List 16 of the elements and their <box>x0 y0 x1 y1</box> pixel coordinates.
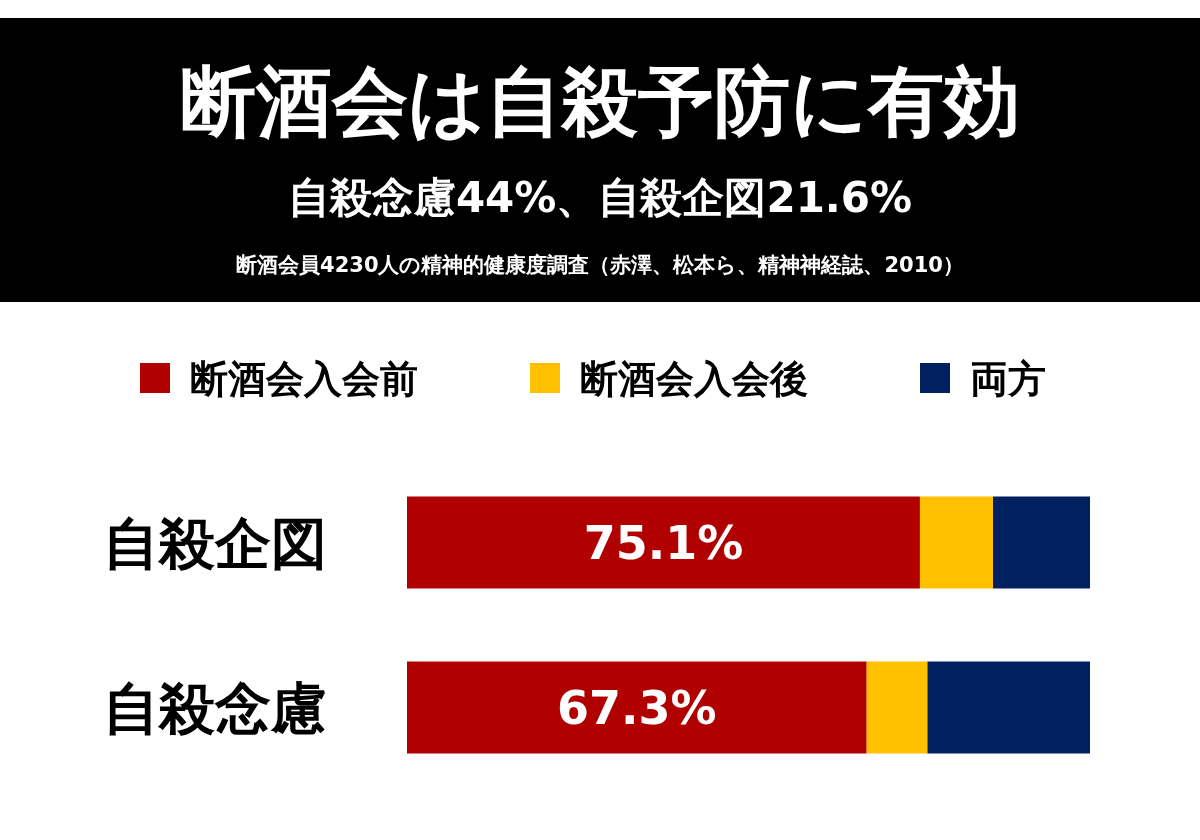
data-label: 75.1% <box>583 515 744 570</box>
bar <box>407 661 867 754</box>
y-tick-label: 自殺念慮 <box>103 675 327 741</box>
bar <box>407 496 920 589</box>
bar <box>919 496 994 589</box>
bar <box>993 496 1090 589</box>
legend-label: 断酒会入会後 <box>580 357 808 401</box>
text: 断酒会員4230人の精神的健康度調査（赤澤、松本ら、精神神経誌、2010） <box>236 253 964 277</box>
chart-title: 断酒会は自殺予防に有効 <box>180 57 1020 146</box>
bar <box>927 661 1090 754</box>
data-label: 67.3% <box>557 680 717 735</box>
legend-label: 断酒会入会前 <box>190 357 418 401</box>
chart-subtitle: 自殺念慮44%、自殺企図21.6% <box>287 173 913 222</box>
bar <box>866 661 928 754</box>
legend-label: 両方 <box>970 357 1046 401</box>
y-tick-label: 自殺企図 <box>103 510 327 576</box>
